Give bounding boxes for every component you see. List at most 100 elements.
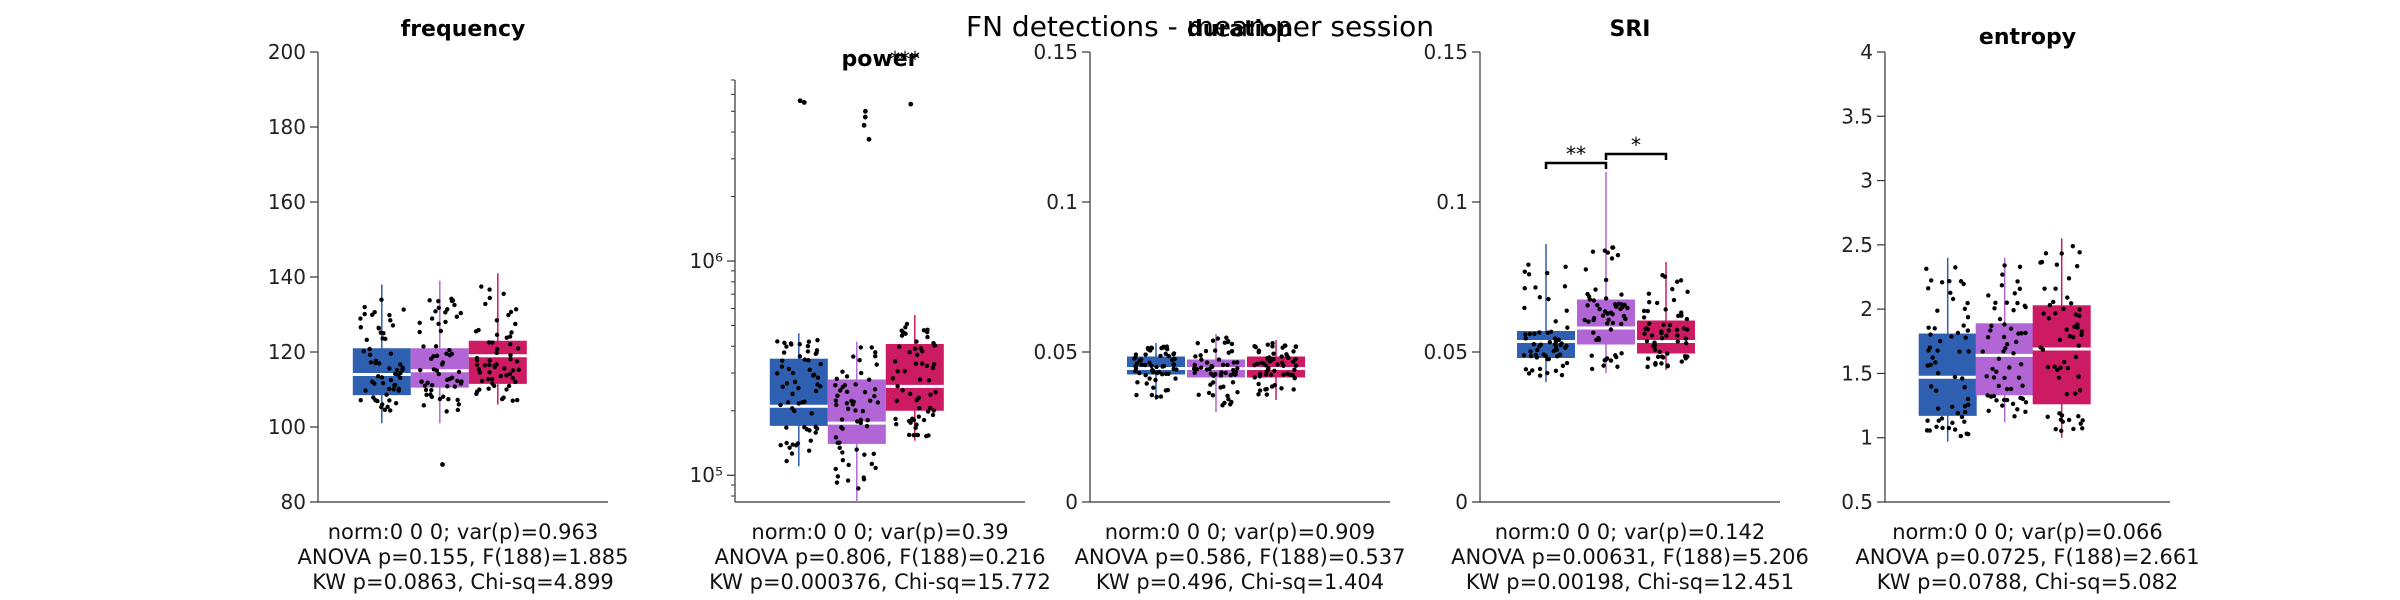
- data-point: [1270, 340, 1275, 346]
- data-point: [797, 342, 802, 347]
- data-point: [1226, 396, 1231, 402]
- data-point: [1674, 279, 1680, 284]
- data-point: [474, 389, 480, 394]
- data-point: [508, 341, 513, 347]
- data-point: [912, 346, 918, 351]
- data-point: [911, 433, 916, 438]
- data-point: [452, 384, 458, 389]
- data-point: [925, 409, 931, 414]
- data-point: [387, 366, 392, 371]
- data-point: [1986, 408, 1991, 414]
- data-point: [2001, 397, 2007, 403]
- data-point: [2072, 324, 2077, 330]
- y-tick-label: 0.1: [1046, 190, 1078, 214]
- stats-line: KW p=0.00198, Chi-sq=12.451: [1466, 570, 1794, 594]
- y-tick-label: 100: [268, 415, 306, 439]
- significance-label: **: [1566, 142, 1586, 166]
- y-tick-label: 80: [281, 490, 306, 514]
- y-tick-label: 3.5: [1841, 104, 1873, 128]
- data-point: [487, 362, 492, 368]
- data-point: [508, 357, 513, 362]
- data-point: [865, 417, 870, 423]
- y-tick-label: 4: [1860, 40, 1873, 64]
- data-point: [784, 458, 789, 464]
- data-point: [2080, 426, 2085, 431]
- data-point: [436, 299, 441, 304]
- data-point: [779, 364, 785, 369]
- data-point: [2038, 345, 2043, 350]
- data-point: [1224, 335, 1229, 340]
- data-point: [1565, 325, 1570, 330]
- data-point: [1291, 387, 1296, 392]
- data-point: [833, 435, 839, 440]
- data-point: [815, 375, 821, 380]
- data-point: [452, 302, 457, 308]
- data-point: [1980, 349, 1986, 354]
- data-point: [1532, 331, 1537, 337]
- data-point: [1256, 392, 1261, 397]
- data-point: [862, 452, 867, 457]
- data-point: [1939, 416, 1945, 421]
- data-point: [1948, 290, 1953, 295]
- data-point: [1203, 348, 1209, 354]
- data-point: [2076, 374, 2081, 379]
- data-point: [507, 334, 513, 339]
- data-point: [2058, 365, 2063, 371]
- data-point: [1602, 248, 1608, 253]
- data-point: [1535, 347, 1540, 353]
- data-point: [1223, 370, 1228, 376]
- data-point: [417, 329, 422, 335]
- data-point: [2004, 300, 2010, 305]
- data-point: [868, 398, 873, 403]
- data-point: [1264, 392, 1270, 397]
- data-point: [482, 363, 488, 368]
- data-point: [1293, 357, 1298, 362]
- data-point: [1198, 353, 1203, 358]
- data-point: [1133, 364, 1138, 369]
- data-point: [1935, 406, 1941, 411]
- data-point: [1171, 366, 1176, 371]
- data-point: [874, 362, 879, 367]
- data-point: [1585, 303, 1590, 308]
- data-point: [899, 333, 905, 338]
- data-point: [834, 402, 839, 408]
- data-point: [775, 371, 780, 376]
- data-point: [1652, 340, 1657, 345]
- data-point: [2001, 334, 2007, 340]
- data-point: [1620, 305, 1625, 310]
- data-point: [1280, 360, 1285, 366]
- data-point: [902, 369, 907, 374]
- data-point: [834, 480, 840, 485]
- data-point: [1608, 327, 1614, 332]
- data-point: [1194, 367, 1200, 372]
- data-point: [1135, 380, 1140, 385]
- data-point: [2011, 308, 2016, 313]
- data-point: [1161, 345, 1166, 350]
- data-point: [2078, 421, 2083, 426]
- data-point: [1670, 286, 1675, 292]
- data-point: [2023, 304, 2028, 310]
- data-point: [1286, 355, 1291, 361]
- data-point: [2018, 362, 2024, 367]
- data-point: [388, 377, 394, 383]
- data-point: [474, 362, 480, 367]
- data-point: [2019, 396, 2025, 401]
- data-point: [1606, 317, 1611, 323]
- data-point: [1199, 357, 1204, 362]
- data-point: [1683, 340, 1689, 346]
- data-point: [1281, 372, 1286, 377]
- data-point: [775, 339, 780, 344]
- data-point: [1940, 425, 1945, 431]
- data-point: [362, 311, 367, 317]
- y-tick-label: 140: [268, 265, 306, 289]
- data-point: [498, 373, 503, 379]
- data-point: [907, 391, 913, 397]
- data-point: [931, 408, 936, 413]
- data-point: [1139, 362, 1144, 367]
- data-point: [1230, 380, 1236, 385]
- data-point: [1642, 331, 1647, 337]
- data-point: [1985, 334, 1991, 340]
- data-point: [1259, 360, 1264, 366]
- data-point: [1664, 333, 1669, 338]
- outlier-point: [440, 462, 445, 467]
